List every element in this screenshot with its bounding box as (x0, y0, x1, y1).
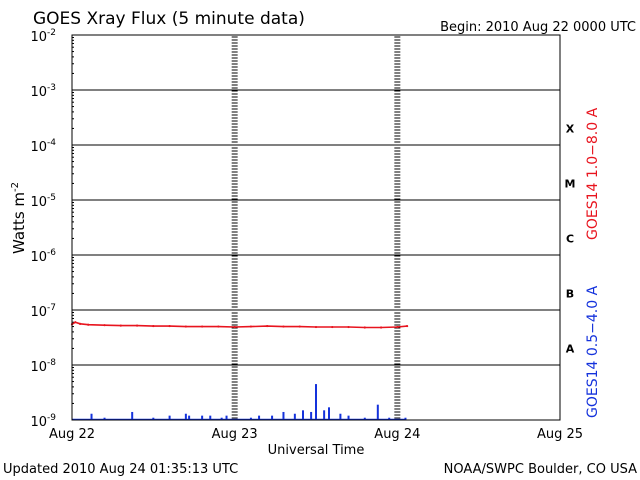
credit-text: NOAA/SWPC Boulder, CO USA (444, 462, 637, 477)
series-point-long (168, 324, 171, 328)
y-tick-exponent: -2 (47, 28, 56, 38)
y-tick-exponent: -7 (47, 303, 56, 313)
y-tick-base: 10 (30, 140, 47, 155)
x-tick-label: Aug 25 (537, 427, 583, 442)
series-point-long (152, 324, 155, 328)
series-point-long (74, 321, 77, 324)
y-tick-base: 10 (30, 30, 47, 45)
y-tick-base: 10 (30, 195, 47, 210)
x-tick-label: Aug 23 (212, 427, 258, 442)
y-tick-label: 10-2 (30, 28, 56, 45)
flare-class-label: B (566, 287, 574, 300)
series-line-long (71, 321, 408, 329)
series-point-long (119, 324, 122, 327)
series-point-long (405, 324, 409, 328)
series-point-long (249, 325, 253, 328)
series-point-long (103, 324, 106, 327)
flare-class-label: M (565, 177, 576, 190)
series-point-long (314, 325, 318, 329)
y-axis-ticks: 10-210-310-410-510-610-710-810-9 (30, 28, 76, 430)
flare-class-label: C (566, 232, 574, 245)
series-point-long (135, 324, 139, 327)
legend-series-long: GOES14 1.0−8.0 A (585, 107, 601, 240)
y-tick-exponent: -3 (47, 83, 56, 93)
flare-class-label: A (566, 342, 575, 355)
x-axis-ticks: Aug 22 Aug 23 Aug 24 Aug 25 (49, 36, 583, 442)
y-tick-base: 10 (30, 415, 47, 430)
legend-series-short: GOES14 0.5−4.0 A (585, 285, 601, 418)
series-point-long (298, 325, 301, 328)
x-tick-label: Aug 22 (49, 427, 95, 442)
begin-label: Begin: 2010 Aug 22 0000 UTC (440, 20, 636, 35)
flare-class-label: X (566, 122, 575, 135)
series-point-long (331, 325, 334, 329)
y-tick-label: 10-9 (30, 413, 56, 430)
y-tick-base: 10 (30, 85, 47, 100)
chart-title: GOES Xray Flux (5 minute data) (33, 9, 305, 29)
x-axis-label: Universal Time (268, 443, 365, 458)
y-tick-exponent: -8 (47, 358, 56, 368)
y-tick-label: 10-6 (30, 248, 56, 265)
updated-timestamp: Updated 2010 Aug 24 01:35:13 UTC (3, 462, 238, 477)
y-tick-exponent: -4 (47, 138, 56, 148)
plot-grid (72, 89, 560, 366)
y-tick-base: 10 (30, 250, 47, 265)
series-point-long (396, 325, 399, 329)
series-point-long (184, 325, 187, 328)
y-axis-label-text: Watts m (10, 192, 28, 254)
y-tick-base: 10 (30, 305, 47, 320)
series-point-long (379, 326, 383, 329)
y-tick-exponent: -6 (47, 248, 56, 258)
series-point-long (201, 325, 204, 328)
y-axis-label: Watts m-2 (10, 182, 28, 254)
y-tick-label: 10-5 (30, 193, 56, 210)
series-point-long (347, 325, 350, 329)
flare-class-labels: X M C B A (565, 122, 576, 355)
plot-frame (71, 34, 561, 421)
y-axis-label-exp: -2 (10, 182, 21, 192)
series-point-long (266, 324, 269, 328)
series-point-long (87, 323, 90, 326)
y-tick-label: 10-8 (30, 358, 56, 375)
y-tick-base: 10 (30, 360, 47, 375)
y-tick-exponent: -9 (47, 413, 56, 423)
x-tick-label: Aug 24 (374, 427, 420, 442)
series-point-long (79, 322, 82, 325)
y-tick-label: 10-3 (30, 83, 56, 100)
series-point-long (217, 325, 220, 328)
y-tick-label: 10-7 (30, 303, 56, 320)
y-tick-label: 10-4 (30, 138, 56, 155)
series-point-long (282, 325, 285, 328)
flux-series (70, 321, 409, 421)
series-point-long (363, 326, 366, 329)
y-tick-exponent: -5 (47, 193, 56, 203)
series-point-long (233, 325, 236, 329)
